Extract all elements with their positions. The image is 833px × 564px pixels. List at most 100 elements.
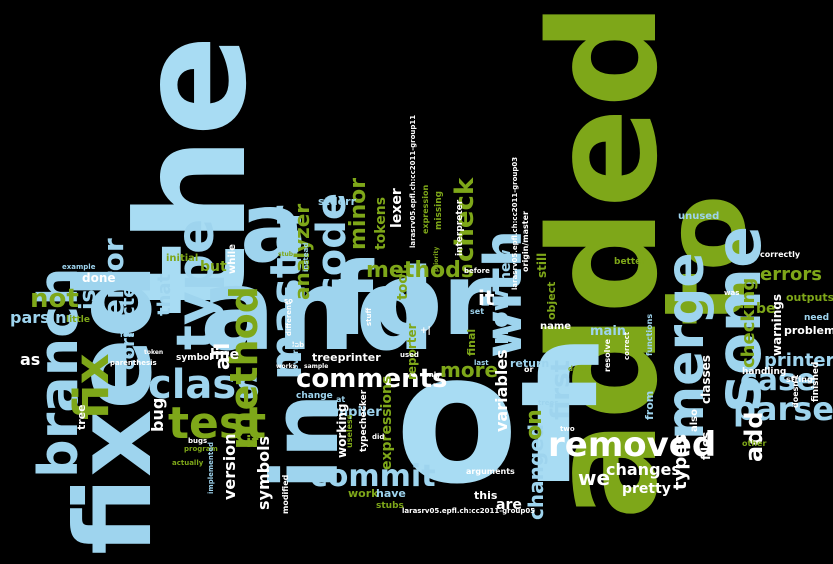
word: typechecker [359,389,369,452]
word: parser [733,390,833,428]
word: +| [420,326,431,336]
word: this [474,489,498,502]
word: larasrv05.epfl.ch:cc2011-group05 [402,507,536,515]
word: bug [148,397,167,432]
word: finished [811,361,821,402]
word: removed [548,425,717,465]
word: useless [345,414,354,448]
word: different [285,301,293,336]
word: parsing [10,308,78,327]
word: errors [760,264,822,285]
word: case [740,363,817,398]
word: sample [304,363,329,370]
word: better [614,257,646,267]
word: comments [296,364,448,394]
word: so [284,297,293,305]
word: outputs [786,291,833,304]
word: test [168,398,267,449]
word: line [210,347,240,363]
word: object [545,281,558,320]
word: type [166,218,226,350]
word: done [82,271,116,285]
word: program [184,445,218,453]
word: set [470,307,485,316]
word: lexer [389,188,405,228]
word: a [240,172,305,284]
word: return [510,357,550,370]
word: instead [302,242,310,272]
word: if [246,432,259,451]
word: classes [699,355,713,404]
word: from [643,390,656,420]
word: tool [395,269,411,300]
word: work [348,487,379,500]
word: don't [568,365,589,373]
word: main [590,324,627,339]
word: methods [366,258,474,283]
word: also [689,409,700,432]
word: little [66,315,90,325]
word: initial [166,253,199,264]
word: checking [738,277,759,368]
word: example [62,263,96,271]
word: last [474,359,489,367]
word: arguments [466,467,515,476]
word: actually [172,459,204,467]
word: token [144,349,164,356]
word: version [220,433,239,500]
word: tokens [373,196,389,250]
word: expression [421,184,430,234]
word: name [540,321,572,332]
word: symbol [176,353,213,363]
word: stuff [365,307,373,326]
word: expressions [379,375,395,470]
word: need [804,313,830,323]
word: treeprinter [312,351,381,364]
word: not [30,284,79,314]
word: and [200,246,436,376]
word: handling [742,367,787,377]
word: did [372,433,385,441]
word: parenthesis [110,359,157,367]
word: bugs [188,437,208,445]
word: resolve [603,338,612,372]
word: as [20,350,41,369]
word: only [424,371,441,379]
word: changes [606,460,681,479]
word: stubs [376,501,404,511]
word: an [122,351,134,360]
word: correctly [760,250,801,259]
word: unused [678,211,720,222]
word: origin/master [521,211,530,272]
word: works [276,363,297,370]
word: larasrv05.epfl.ch:cc2011-group03 [511,156,519,290]
word: other [742,439,767,448]
word: but [200,259,227,275]
word: compiler [318,405,382,420]
word: at [336,395,346,404]
word: before [464,267,490,275]
word: interpreter [455,199,465,256]
word: be [756,301,776,317]
word: class [148,362,261,408]
word: is [76,289,101,310]
word: tree [75,404,88,430]
word: stderr [318,195,356,208]
word: larasrv05.epfl.ch:cc2011-group11 [409,114,417,248]
word: missing [434,190,444,230]
word: problem [784,324,833,337]
word: string [786,375,813,384]
word: used [400,351,419,359]
word: commit [310,459,436,494]
word: while [227,244,238,274]
word: are [496,497,522,513]
word: priority [433,246,440,272]
word: or [524,365,534,374]
word: printer [764,350,833,371]
word: more [440,358,499,382]
word: lab [292,341,305,349]
word: two [560,425,575,433]
word: of [395,315,597,524]
word: functions [645,313,654,356]
